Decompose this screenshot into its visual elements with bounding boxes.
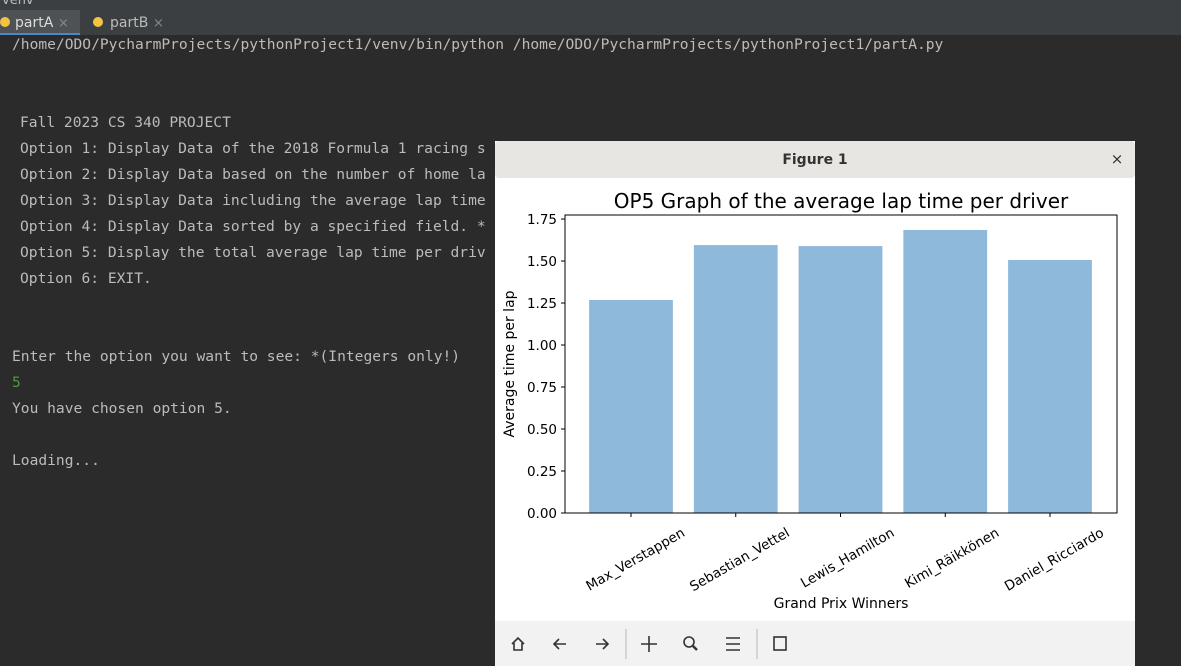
- console-line: Option 5: Display the total average lap …: [20, 244, 486, 261]
- configure-button[interactable]: [726, 637, 740, 651]
- toolbar-icons: [511, 629, 787, 659]
- py-icon: [0, 17, 10, 27]
- console-line: Option 2: Display Data based on the numb…: [20, 166, 486, 183]
- chart-title: OP5 Graph of the average lap time per dr…: [614, 189, 1069, 213]
- zoom-button[interactable]: [683, 636, 695, 648]
- y-tick-label: 0.00: [527, 506, 557, 522]
- chart: OP5 Graph of the average lap time per dr…: [502, 189, 1118, 612]
- tab-close[interactable]: ×: [58, 16, 69, 31]
- console-line: Loading...: [12, 452, 100, 469]
- window-title: Figure 1: [782, 152, 847, 168]
- bar: [693, 245, 778, 513]
- tab-active[interactable]: [0, 10, 80, 35]
- console-line: Option 6: EXIT.: [20, 270, 152, 287]
- tab-bar: [0, 10, 1181, 35]
- close-button[interactable]: ×: [1111, 150, 1124, 168]
- console-line: /home/ODO/PycharmProjects/pythonProject1…: [12, 36, 944, 53]
- console: /home/ODO/PycharmProjects/pythonProject1…: [12, 36, 944, 469]
- pan-button[interactable]: [641, 636, 657, 652]
- back-button[interactable]: [552, 638, 566, 650]
- home-button[interactable]: [511, 636, 525, 651]
- toolbar: [495, 621, 1135, 666]
- y-tick-label: 1.00: [527, 338, 557, 354]
- top-strip: [0, 0, 1181, 10]
- console-line: Fall 2023 CS 340 PROJECT: [20, 114, 231, 131]
- y-tick-label: 1.50: [527, 254, 557, 270]
- save-button[interactable]: [773, 636, 787, 651]
- y-tick-label: 0.75: [527, 380, 557, 396]
- tab-underline: [0, 33, 80, 35]
- bar: [1008, 260, 1092, 513]
- x-axis-label: Grand Prix Winners: [774, 596, 909, 612]
- forward-button[interactable]: [596, 638, 610, 650]
- tab[interactable]: partB: [110, 15, 148, 31]
- bar: [589, 299, 673, 513]
- console-line: Enter the option you want to see: *(Inte…: [12, 348, 460, 365]
- y-axis-label: Average time per lap: [502, 290, 518, 437]
- project-label: venv: [2, 0, 34, 8]
- console-line: Option 3: Display Data including the ave…: [20, 192, 486, 209]
- tab[interactable]: partA: [15, 15, 54, 31]
- bar: [903, 229, 988, 514]
- bar: [798, 246, 883, 513]
- console-line: Option 1: Display Data of the 2018 Formu…: [20, 140, 486, 157]
- console-line: Option 4: Display Data sorted by a speci…: [20, 218, 486, 235]
- y-tick-label: 1.75: [527, 212, 557, 228]
- tab-close[interactable]: ×: [153, 16, 164, 31]
- y-tick-label: 1.25: [527, 296, 557, 312]
- plot-frame: [564, 214, 1118, 514]
- py-icon: [93, 17, 103, 27]
- y-tick-label: 0.50: [527, 422, 557, 438]
- title-bar: [495, 141, 1135, 178]
- console-line: 5: [12, 374, 21, 391]
- y-tick-label: 0.25: [527, 464, 557, 480]
- console-line: You have chosen option 5.: [12, 400, 232, 417]
- zoom-handle: [692, 645, 698, 651]
